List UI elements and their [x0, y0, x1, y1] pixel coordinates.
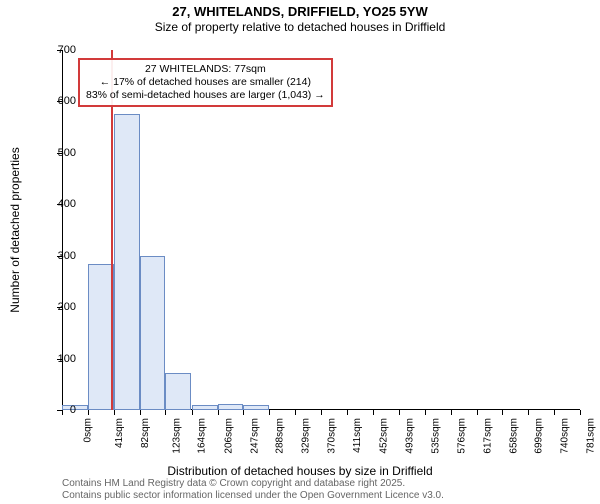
ytick-label: 600 — [46, 95, 76, 107]
xtick-mark — [528, 410, 529, 415]
xtick-mark — [269, 410, 270, 415]
xtick-label: 329sqm — [301, 418, 312, 454]
xtick-mark — [373, 410, 374, 415]
ytick-label: 700 — [46, 44, 76, 56]
xtick-label: 411sqm — [352, 418, 363, 453]
xtick-label: 206sqm — [223, 418, 234, 454]
xtick-label: 740sqm — [560, 418, 571, 454]
xtick-label: 617sqm — [482, 418, 493, 454]
xtick-label: 0sqm — [82, 418, 93, 442]
histogram-bar — [165, 373, 191, 410]
annotation-line1: 27 WHITELANDS: 77sqm — [86, 63, 325, 76]
xtick-mark — [477, 410, 478, 415]
histogram-bar — [192, 405, 218, 410]
ytick-label: 100 — [46, 353, 76, 365]
histogram-bar — [243, 405, 269, 410]
histogram-bar — [218, 404, 244, 410]
histogram-bar — [114, 114, 140, 410]
chart-title: 27, WHITELANDS, DRIFFIELD, YO25 5YW — [0, 4, 600, 19]
xtick-mark — [88, 410, 89, 415]
xtick-label: 781sqm — [586, 418, 597, 454]
xtick-mark — [502, 410, 503, 415]
ytick-label: 0 — [46, 404, 76, 416]
xtick-label: 493sqm — [404, 418, 415, 454]
xtick-mark — [218, 410, 219, 415]
xtick-mark — [451, 410, 452, 415]
xtick-label: 164sqm — [197, 418, 208, 454]
xtick-label: 82sqm — [140, 418, 151, 448]
xtick-label: 658sqm — [508, 418, 519, 454]
xtick-label: 247sqm — [249, 418, 260, 454]
annotation-box: 27 WHITELANDS: 77sqm← 17% of detached ho… — [78, 58, 333, 107]
xtick-mark — [580, 410, 581, 415]
xtick-mark — [114, 410, 115, 415]
xtick-mark — [425, 410, 426, 415]
annotation-line3: 83% of semi-detached houses are larger (… — [86, 89, 325, 102]
xtick-label: 288sqm — [275, 418, 286, 454]
xtick-label: 41sqm — [114, 418, 125, 448]
xtick-mark — [347, 410, 348, 415]
y-axis-label: Number of detached properties — [8, 147, 22, 312]
xtick-mark — [192, 410, 193, 415]
xtick-label: 535sqm — [431, 418, 442, 454]
attribution-line2: Contains public sector information licen… — [62, 490, 444, 502]
xtick-label: 370sqm — [327, 418, 338, 454]
ytick-label: 200 — [46, 301, 76, 313]
xtick-mark — [554, 410, 555, 415]
attribution-line1: Contains HM Land Registry data © Crown c… — [62, 478, 444, 490]
chart-plot-area: 27 WHITELANDS: 77sqm← 17% of detached ho… — [62, 50, 580, 410]
ytick-label: 300 — [46, 250, 76, 262]
ytick-label: 400 — [46, 198, 76, 210]
xtick-mark — [140, 410, 141, 415]
xtick-mark — [165, 410, 166, 415]
xtick-mark — [399, 410, 400, 415]
xtick-label: 576sqm — [457, 418, 468, 454]
attribution: Contains HM Land Registry data © Crown c… — [62, 478, 444, 502]
chart-subtitle: Size of property relative to detached ho… — [0, 20, 600, 34]
xtick-mark — [243, 410, 244, 415]
xtick-label: 123sqm — [171, 418, 182, 454]
xtick-label: 699sqm — [534, 418, 545, 454]
xtick-mark — [321, 410, 322, 415]
annotation-line2: ← 17% of detached houses are smaller (21… — [86, 76, 325, 89]
xtick-label: 452sqm — [378, 418, 389, 454]
histogram-bar — [140, 256, 166, 410]
xtick-mark — [295, 410, 296, 415]
ytick-label: 500 — [46, 147, 76, 159]
x-axis-label: Distribution of detached houses by size … — [0, 464, 600, 478]
